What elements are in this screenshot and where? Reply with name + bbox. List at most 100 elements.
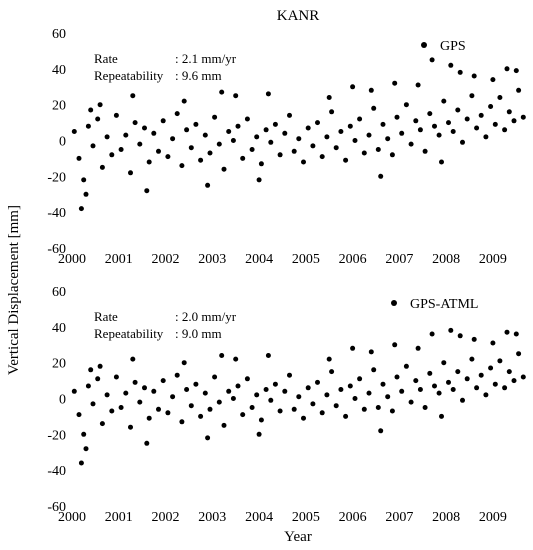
data-point (291, 148, 297, 154)
x-tick-label: 2001 (105, 510, 133, 525)
data-point (118, 147, 124, 152)
data-point (305, 125, 311, 131)
panel-gps-atml: -60 -40 -20 0 20 40 60 2000 2001 2002 2003 2004 2005… (47, 285, 526, 525)
data-point (513, 68, 519, 74)
data-point (448, 327, 454, 333)
data-point (329, 369, 335, 375)
data-point (469, 356, 475, 362)
data-point (326, 356, 332, 362)
data-point (170, 394, 176, 400)
data-point (432, 383, 437, 389)
data-point (244, 116, 250, 122)
data-point (291, 406, 297, 412)
data-point (389, 408, 395, 414)
data-point (403, 102, 409, 108)
data-point (249, 147, 255, 152)
data-point (436, 132, 442, 138)
data-point (188, 145, 194, 151)
data-point (109, 152, 115, 158)
data-point (497, 95, 503, 100)
data-point (142, 385, 147, 391)
data-point (212, 374, 218, 380)
data-point (109, 408, 115, 414)
data-point (460, 397, 465, 403)
data-point (368, 349, 374, 355)
data-point (142, 125, 147, 131)
data-point (389, 152, 395, 158)
data-point (347, 123, 353, 129)
x-axis-label: Year (284, 529, 312, 545)
data-point (403, 363, 409, 369)
data-point (310, 143, 316, 149)
data-point (446, 379, 451, 385)
data-point (506, 109, 512, 115)
data-point (455, 369, 461, 375)
legend-marker (391, 300, 397, 306)
data-point (151, 130, 157, 136)
data-point (333, 145, 339, 151)
data-point (202, 390, 208, 396)
data-point (329, 109, 335, 115)
y-tick-label: -20 (47, 170, 66, 185)
x-tick-label: 2007 (385, 510, 413, 525)
data-point (324, 134, 330, 140)
data-point (282, 130, 288, 136)
data-point (385, 394, 391, 400)
data-point (338, 129, 344, 134)
y-tick-label: -60 (47, 242, 66, 257)
data-point (219, 89, 225, 95)
data-point (144, 188, 150, 194)
data-point (343, 157, 349, 163)
data-point (310, 401, 316, 407)
data-point (258, 417, 264, 423)
data-point (513, 331, 519, 337)
data-point (179, 419, 185, 425)
data-point (151, 388, 157, 394)
data-point (427, 111, 433, 117)
data-point (256, 177, 262, 183)
data-point (326, 95, 332, 100)
data-point (457, 69, 463, 75)
data-point (90, 401, 96, 407)
y-tick-label: -60 (47, 500, 66, 515)
data-point (156, 148, 161, 154)
data-point (83, 446, 89, 452)
x-tick-label: 2003 (198, 510, 226, 525)
data-point (212, 114, 218, 120)
data-point (413, 378, 419, 384)
annotation-label: Rate (94, 51, 118, 66)
data-point (287, 112, 292, 118)
y-tick-label: -20 (47, 428, 66, 443)
data-point (471, 336, 477, 342)
data-point (366, 132, 372, 138)
chart-title: KANR (277, 8, 320, 24)
data-point (156, 406, 161, 412)
data-point (378, 428, 384, 434)
data-point (181, 360, 187, 366)
data-point (240, 155, 246, 161)
y-tick-label: 0 (59, 135, 66, 150)
data-point (76, 155, 82, 161)
data-point (408, 141, 414, 147)
data-point (520, 374, 526, 380)
data-point (85, 383, 91, 389)
data-point (301, 415, 306, 421)
data-point (277, 152, 283, 158)
data-point (198, 157, 204, 163)
data-point (184, 127, 190, 133)
data-point (305, 385, 311, 391)
data-point (132, 120, 138, 126)
data-point (277, 408, 283, 414)
data-point (483, 134, 489, 140)
data-point (282, 388, 288, 394)
data-point (371, 105, 377, 111)
data-point (375, 405, 381, 410)
x-tick-label: 2006 (339, 252, 367, 267)
data-point (455, 107, 461, 113)
legend-label: GPS-ATML (410, 297, 478, 312)
x-tick-label: 2009 (479, 252, 507, 267)
data-point (371, 367, 377, 373)
data-point (90, 143, 96, 149)
legend-marker (421, 42, 427, 48)
